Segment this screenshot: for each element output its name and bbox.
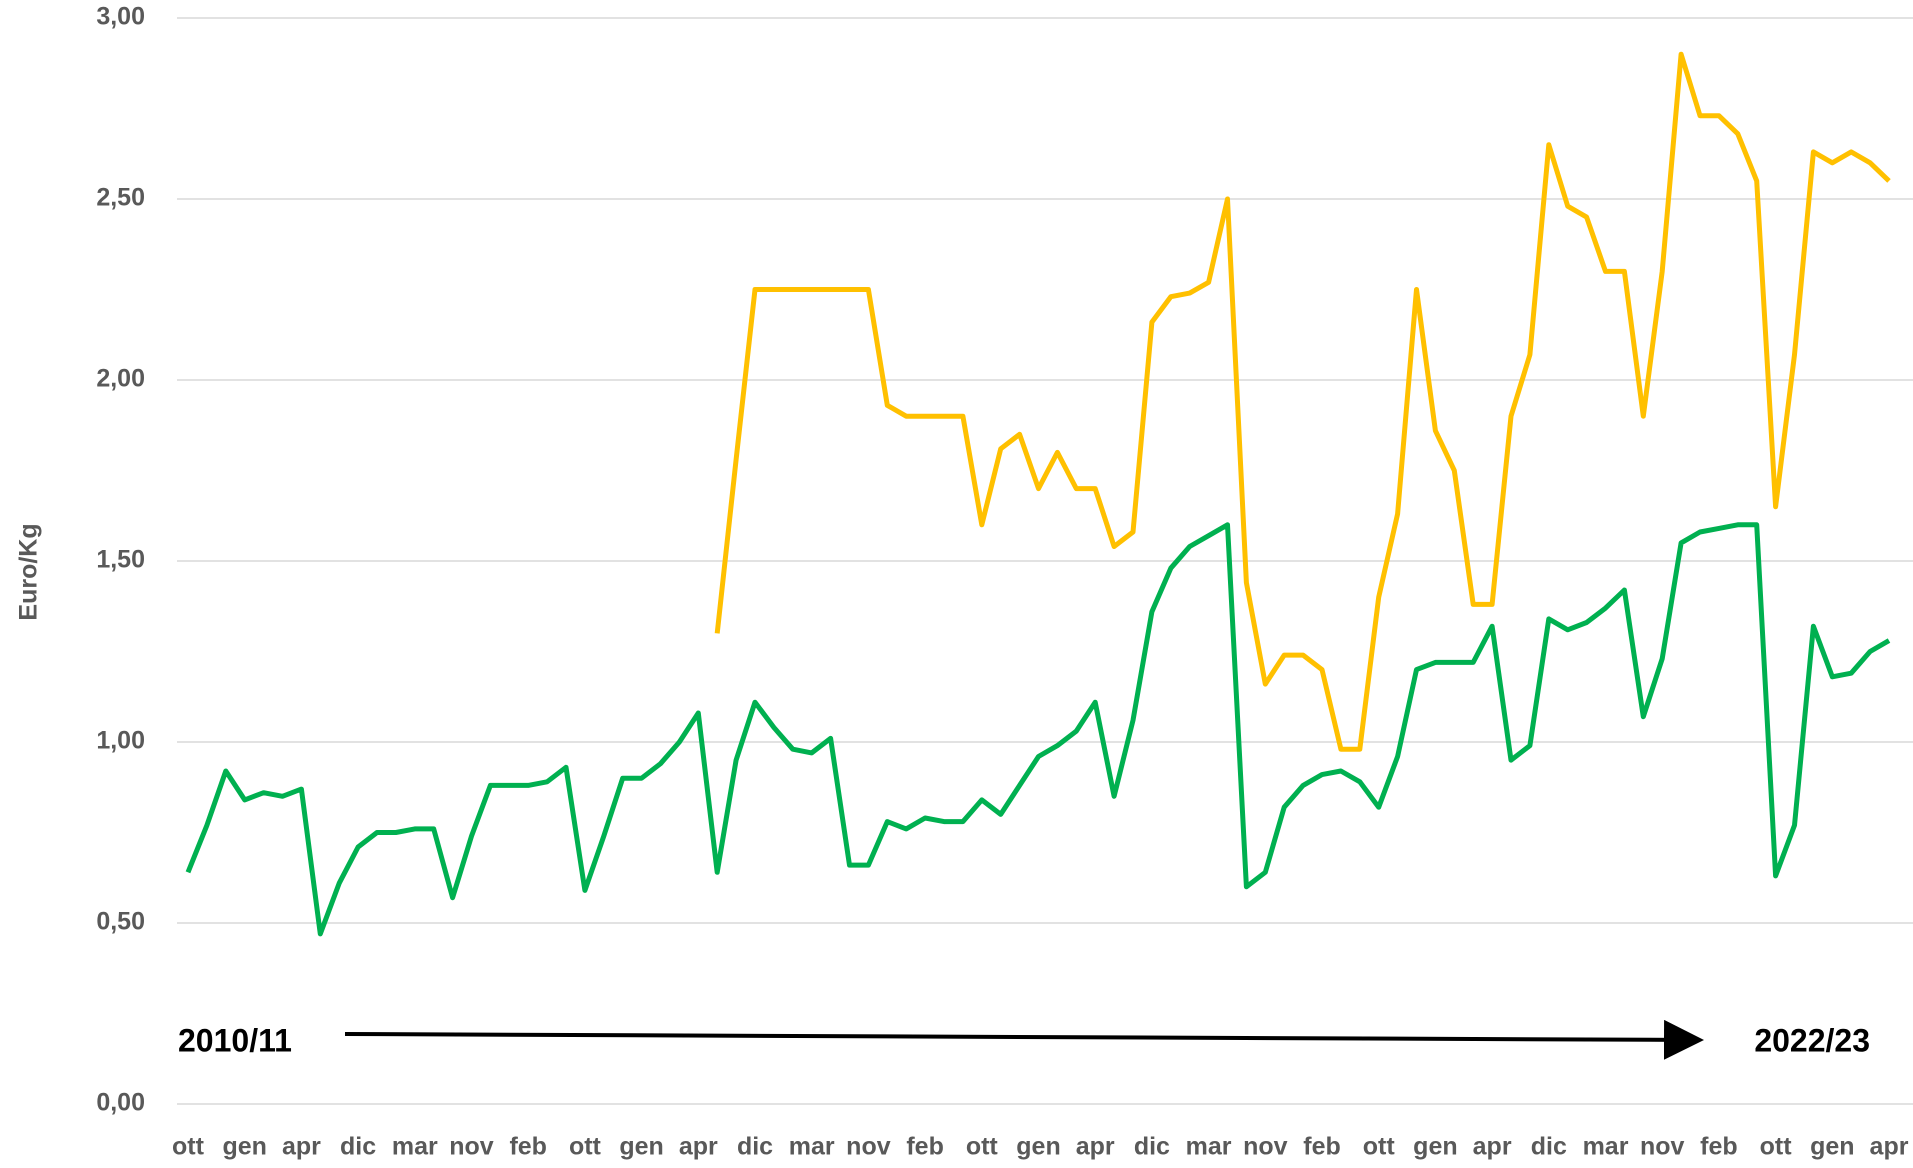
y-tick-label: 1,50	[96, 546, 145, 574]
y-axis-label: Euro/Kg	[15, 523, 43, 620]
x-tick-label: ott	[1363, 1133, 1396, 1161]
x-tick-label: apr	[1473, 1133, 1512, 1161]
x-tick-label: ott	[966, 1133, 999, 1161]
x-tick-label: feb	[509, 1133, 547, 1161]
x-tick-label: gen	[222, 1133, 266, 1161]
y-tick-label: 1,00	[96, 727, 145, 755]
x-tick-label: feb	[1700, 1133, 1738, 1161]
y-tick-label: 0,50	[96, 908, 145, 936]
y-tick-label: 2,50	[96, 184, 145, 212]
x-tick-label: mar	[392, 1133, 438, 1161]
x-tick-label: apr	[1076, 1133, 1115, 1161]
x-tick-label: nov	[1243, 1133, 1288, 1161]
x-tick-label: gen	[619, 1133, 663, 1161]
annotation: 2022/23	[1754, 1022, 1870, 1058]
x-tick-label: gen	[1810, 1133, 1854, 1161]
x-tick-label: feb	[1303, 1133, 1341, 1161]
y-tick-label: 2,00	[96, 365, 145, 393]
x-tick-label: dic	[1134, 1133, 1170, 1161]
x-tick-label: mar	[1583, 1133, 1629, 1161]
x-tick-label: ott	[569, 1133, 602, 1161]
annotation: 2010/11	[178, 1022, 292, 1058]
x-tick-label: gen	[1016, 1133, 1060, 1161]
x-tick-label: feb	[906, 1133, 944, 1161]
x-tick-label: apr	[679, 1133, 718, 1161]
x-tick-label: mar	[1186, 1133, 1232, 1161]
x-tick-label: apr	[1870, 1133, 1909, 1161]
series-line	[714, 51, 1891, 752]
series-line	[185, 522, 1891, 937]
x-tick-label: dic	[737, 1133, 773, 1161]
x-tick-label: ott	[1760, 1133, 1793, 1161]
x-tick-label: dic	[1531, 1133, 1567, 1161]
x-tick-label: nov	[846, 1133, 891, 1161]
x-tick-label: mar	[789, 1133, 835, 1161]
x-tick-label: nov	[449, 1133, 494, 1161]
x-tick-label: ott	[172, 1133, 205, 1161]
x-tick-label: nov	[1640, 1133, 1685, 1161]
y-tick-label: 3,00	[96, 3, 145, 31]
x-tick-label: dic	[340, 1133, 376, 1161]
arrow	[344, 1019, 1704, 1060]
y-tick-label: 0,00	[96, 1089, 145, 1117]
x-tick-label: apr	[282, 1133, 321, 1161]
x-tick-label: gen	[1413, 1133, 1457, 1161]
